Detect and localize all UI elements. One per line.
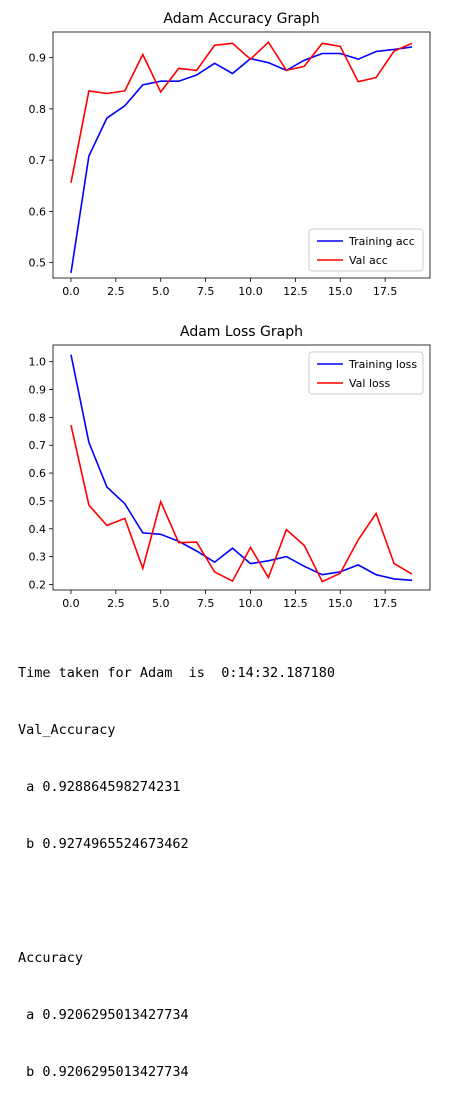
x-tick-label: 2.5 [107, 285, 125, 298]
val-accuracy-a: a 0.928864598274231 [18, 778, 335, 797]
x-tick-label: 15.0 [328, 285, 353, 298]
loss-chart: Adam Loss Graph 0.2 0.3 0.4 0.5 0.6 0.7 0.8 0.9 1… [0, 318, 463, 618]
val-accuracy-header: Val_Accuracy [18, 721, 335, 740]
accuracy-b: b 0.9206295013427734 [18, 1063, 335, 1082]
chart-title: Adam Accuracy Graph [163, 11, 319, 27]
legend-label: Training acc [348, 235, 415, 248]
y-tick-label: 0.6 [29, 467, 47, 480]
series-line-1 [71, 42, 412, 183]
x-tick-label: 0.0 [62, 285, 80, 298]
y-tick-label: 0.4 [29, 523, 47, 536]
legend-label: Val loss [349, 377, 390, 390]
blank-line [18, 892, 335, 911]
x-tick-label: 0.0 [62, 597, 80, 610]
x-tick-label: 17.5 [373, 597, 398, 610]
y-tick-label: 0.6 [29, 205, 47, 218]
y-tick-label: 0.7 [29, 154, 47, 167]
x-tick-label: 15.0 [328, 597, 353, 610]
x-tick-label: 10.0 [238, 597, 263, 610]
chart-title: Adam Loss Graph [180, 324, 303, 340]
y-tick-label: 0.8 [29, 411, 47, 424]
x-tick-label: 7.5 [197, 285, 215, 298]
x-tick-label: 5.0 [152, 285, 170, 298]
legend-label: Training loss [348, 358, 417, 371]
y-tick-label: 0.9 [29, 52, 47, 65]
y-tick-label: 0.9 [29, 384, 47, 397]
output-text: Time taken for Adam is 0:14:32.187180 Va… [18, 626, 335, 1101]
x-tick-label: 10.0 [238, 285, 263, 298]
accuracy-chart: Adam Accuracy Graph 0.5 0.6 0.7 0.8 0.9 0.0 2.5… [0, 0, 463, 300]
y-tick-label: 0.2 [29, 578, 47, 591]
y-tick-label: 0.7 [29, 439, 47, 452]
y-tick-label: 1.0 [29, 356, 47, 369]
chart-legend: Training acc Val acc [309, 229, 423, 271]
chart-legend: Training loss Val loss [309, 352, 423, 394]
legend-label: Val acc [349, 254, 388, 267]
x-tick-label: 17.5 [373, 285, 398, 298]
time-taken-line: Time taken for Adam is 0:14:32.187180 [18, 664, 335, 683]
y-tick-label: 0.5 [29, 257, 47, 270]
x-tick-label: 2.5 [107, 597, 125, 610]
accuracy-a: a 0.9206295013427734 [18, 1006, 335, 1025]
y-tick-label: 0.5 [29, 495, 47, 508]
val-accuracy-b: b 0.9274965524673462 [18, 835, 335, 854]
series-line-1 [71, 425, 412, 581]
y-tick-label: 0.3 [29, 551, 47, 564]
x-tick-label: 7.5 [197, 597, 215, 610]
x-tick-label: 12.5 [283, 285, 308, 298]
x-tick-label: 5.0 [152, 597, 170, 610]
accuracy-header: Accuracy [18, 949, 335, 968]
y-tick-label: 0.8 [29, 103, 47, 116]
x-tick-label: 12.5 [283, 597, 308, 610]
